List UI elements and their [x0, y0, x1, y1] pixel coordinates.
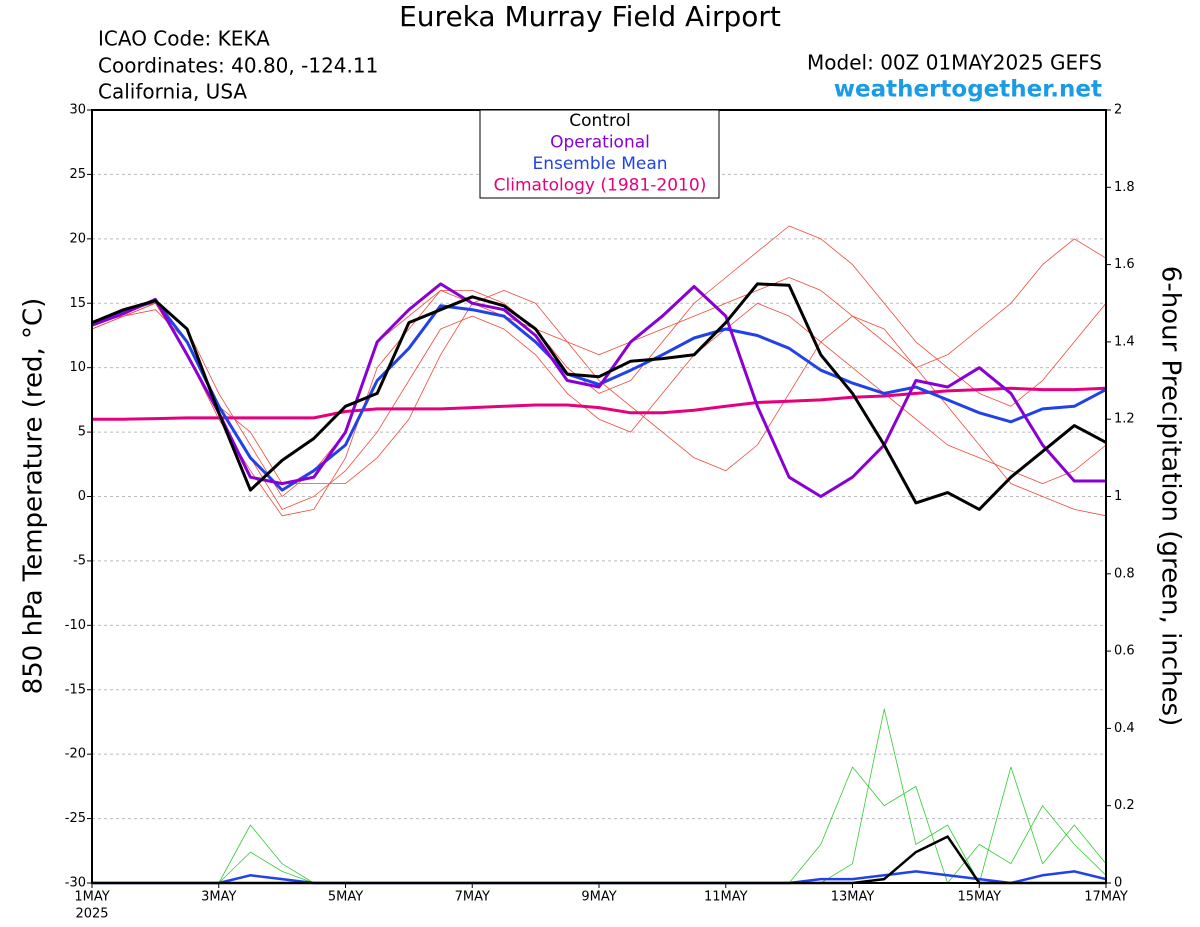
y-tick-label: -30 [65, 876, 86, 891]
member-line [91, 225, 1107, 517]
member-line [91, 290, 1107, 517]
chart-title: Eureka Murray Field Airport [399, 0, 781, 33]
member-line [91, 302, 1107, 510]
x-tick-label: 17MAY [1084, 890, 1128, 905]
x-tick-label: 11MAY [704, 890, 748, 905]
y-tick-label: 20 [69, 231, 86, 246]
x-tick-label: 5MAY [328, 890, 363, 905]
y-tick-label: 15 [69, 296, 86, 311]
x-tick-label: 3MAY [201, 890, 236, 905]
y-tick-label: 10 [69, 360, 86, 375]
year-label: 2025 [75, 907, 108, 922]
info-line: Coordinates: 40.80, -124.11 [98, 54, 378, 78]
legend-entry: Ensemble Mean [532, 154, 667, 174]
y2-tick-label: 1.2 [1114, 412, 1135, 427]
info-line: ICAO Code: KEKA [98, 27, 270, 51]
x-tick-label: 7MAY [455, 890, 490, 905]
y-tick-label: 5 [78, 425, 86, 440]
legend-entry: Control [569, 111, 630, 131]
precip-line [92, 766, 1107, 884]
y-axis-label: 850 hPa Temperature (red, °C) [19, 298, 49, 695]
legend-entry: Operational [550, 133, 650, 153]
legend-box [479, 109, 720, 199]
legend-entry: Climatology (1981-2010) [494, 176, 707, 196]
x-tick-label: 1MAY [74, 890, 109, 905]
y2-tick-label: 1 [1114, 489, 1122, 504]
x-tick-label: 9MAY [581, 890, 616, 905]
model-label: Model: 00Z 01MAY2025 GEFS [807, 51, 1102, 75]
y2-tick-label: 0.2 [1114, 798, 1135, 813]
precip-line [92, 708, 1107, 884]
y-tick-label: -20 [65, 747, 86, 762]
y-tick-label: -25 [65, 811, 86, 826]
y2-tick-label: 0.6 [1114, 644, 1135, 659]
series-line [92, 386, 1107, 421]
y2-tick-label: 0 [1114, 876, 1122, 891]
y-tick-label: 30 [69, 103, 86, 118]
y-tick-label: -10 [65, 618, 86, 633]
y2-tick-label: 1.6 [1114, 257, 1135, 272]
series-line [91, 282, 1107, 511]
y-tick-label: -5 [73, 553, 86, 568]
x-tick-label: 15MAY [957, 890, 1001, 905]
source-label: weathertogether.net [834, 77, 1102, 103]
y2-tick-label: 0.8 [1114, 566, 1135, 581]
y2-tick-label: 1.8 [1114, 180, 1135, 195]
y2-axis-label: 6-hour Precipitation (green, inches) [1156, 266, 1186, 726]
y-tick-label: 25 [69, 167, 86, 182]
precip-line [92, 870, 1107, 885]
y2-tick-label: 2 [1114, 103, 1122, 118]
y-tick-label: 0 [78, 489, 86, 504]
y-tick-label: -15 [65, 682, 86, 697]
info-line: California, USA [98, 80, 247, 104]
y2-tick-label: 1.4 [1114, 334, 1135, 349]
y2-tick-label: 0.4 [1114, 721, 1135, 736]
x-tick-label: 13MAY [831, 890, 875, 905]
